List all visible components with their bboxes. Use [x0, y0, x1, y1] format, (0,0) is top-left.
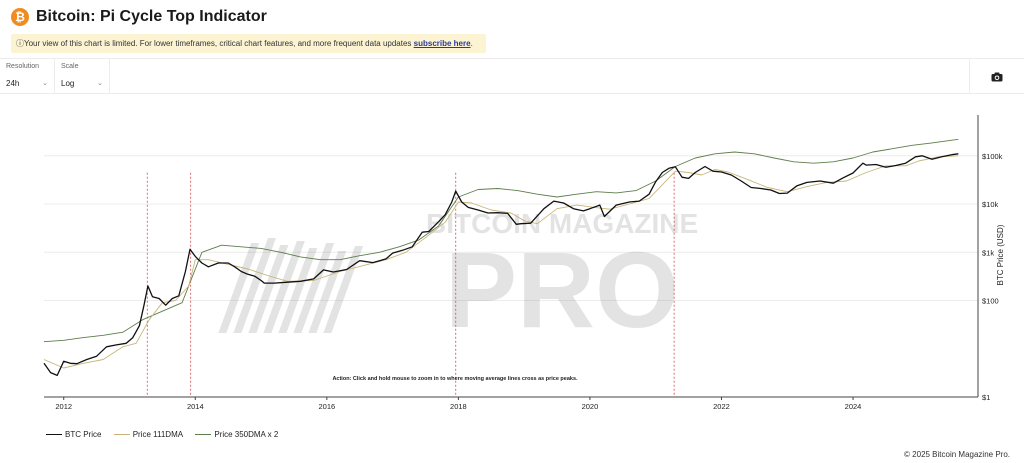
- legend-swatch: [46, 434, 62, 436]
- resolution-value: 24h: [6, 79, 20, 88]
- watermark-brand-text: BITCOIN MAGAZINE: [426, 208, 698, 239]
- watermark-pro-text: PRO: [445, 229, 679, 350]
- copyright-footer: © 2025 Bitcoin Magazine Pro.: [904, 450, 1010, 459]
- legend-item-111dma[interactable]: Price 111DMA: [113, 430, 184, 439]
- y-tick-label: $1k: [982, 248, 994, 257]
- scale-select[interactable]: Scale Log ⌄: [55, 59, 110, 94]
- resolution-select[interactable]: Resolution 24h ⌄: [0, 59, 55, 94]
- x-tick-label: 2018: [450, 402, 467, 411]
- series-line-1: [43, 155, 959, 369]
- y-axis-title: BTC Price (USD): [996, 224, 1005, 285]
- gridlines: [44, 155, 978, 302]
- resolution-label: Resolution: [6, 63, 40, 70]
- y-tick-labels: $1 $100 $1k $10k $100k: [982, 152, 1003, 402]
- chart-area[interactable]: BITCOIN MAGAZINE PRO $1 $100 $1k $10k $100k …: [0, 95, 1024, 425]
- series-line-2: [43, 138, 959, 343]
- chart-controls-bar: Resolution 24h ⌄ Scale Log ⌄: [0, 58, 1024, 94]
- screenshot-button[interactable]: [969, 59, 1024, 94]
- x-tick-label: 2016: [318, 402, 335, 411]
- notice-text: Your view of this chart is limited. For …: [24, 39, 414, 48]
- legend-swatch: [195, 434, 212, 436]
- chart-header: ₿ Bitcoin: Pi Cycle Top Indicator ⓘYour …: [0, 0, 1024, 58]
- watermark: BITCOIN MAGAZINE PRO: [218, 208, 698, 350]
- y-tick-label: $10k: [982, 200, 999, 209]
- pi-cycle-chart[interactable]: BITCOIN MAGAZINE PRO $1$100$1k$10k$100k …: [0, 95, 1024, 425]
- camera-icon: [991, 72, 1003, 82]
- legend-swatch: [113, 434, 130, 436]
- legend-label: BTC Price: [65, 430, 102, 439]
- page-title: Bitcoin: Pi Cycle Top Indicator: [36, 8, 267, 25]
- legend-label: Price 111DMA: [132, 430, 184, 439]
- scale-value: Log: [61, 79, 75, 88]
- notice-end: .: [470, 39, 473, 48]
- series-lines: [43, 138, 959, 377]
- chevron-down-icon: ⌄: [42, 80, 48, 87]
- scale-label: Scale: [61, 63, 79, 70]
- chevron-down-icon: ⌄: [97, 80, 103, 87]
- x-tick-label: 2022: [713, 402, 730, 411]
- x-tick-label: 2020: [582, 402, 599, 411]
- x-tick-label: 2014: [187, 402, 204, 411]
- bitcoin-logo-icon: ₿: [11, 8, 29, 26]
- x-tick-labels: 2012 2014 2016 2018 2020 2022 2024: [55, 397, 861, 411]
- x-tick-label: 2024: [845, 402, 862, 411]
- legend-label: Price 350DMA x 2: [214, 430, 279, 439]
- series-line-0: [43, 153, 959, 377]
- chart-legend: BTC Price Price 111DMA Price 350DMA x 2: [46, 430, 288, 442]
- y-tick-label: $100: [982, 297, 999, 306]
- legend-item-350dma[interactable]: Price 350DMA x 2: [195, 430, 278, 439]
- legend-item-btc-price[interactable]: BTC Price: [46, 430, 101, 439]
- y-tick-label: $1: [982, 393, 990, 402]
- y-tick-label: $100k: [982, 152, 1003, 161]
- subscribe-link[interactable]: subscribe here: [413, 39, 471, 48]
- limited-view-notice: ⓘYour view of this chart is limited. For…: [11, 34, 486, 53]
- chart-annotation: Action: Click and hold mouse to zoom in …: [332, 376, 578, 382]
- info-icon: ⓘ: [16, 39, 24, 48]
- cross-event-lines: [146, 172, 675, 397]
- x-tick-label: 2012: [55, 402, 72, 411]
